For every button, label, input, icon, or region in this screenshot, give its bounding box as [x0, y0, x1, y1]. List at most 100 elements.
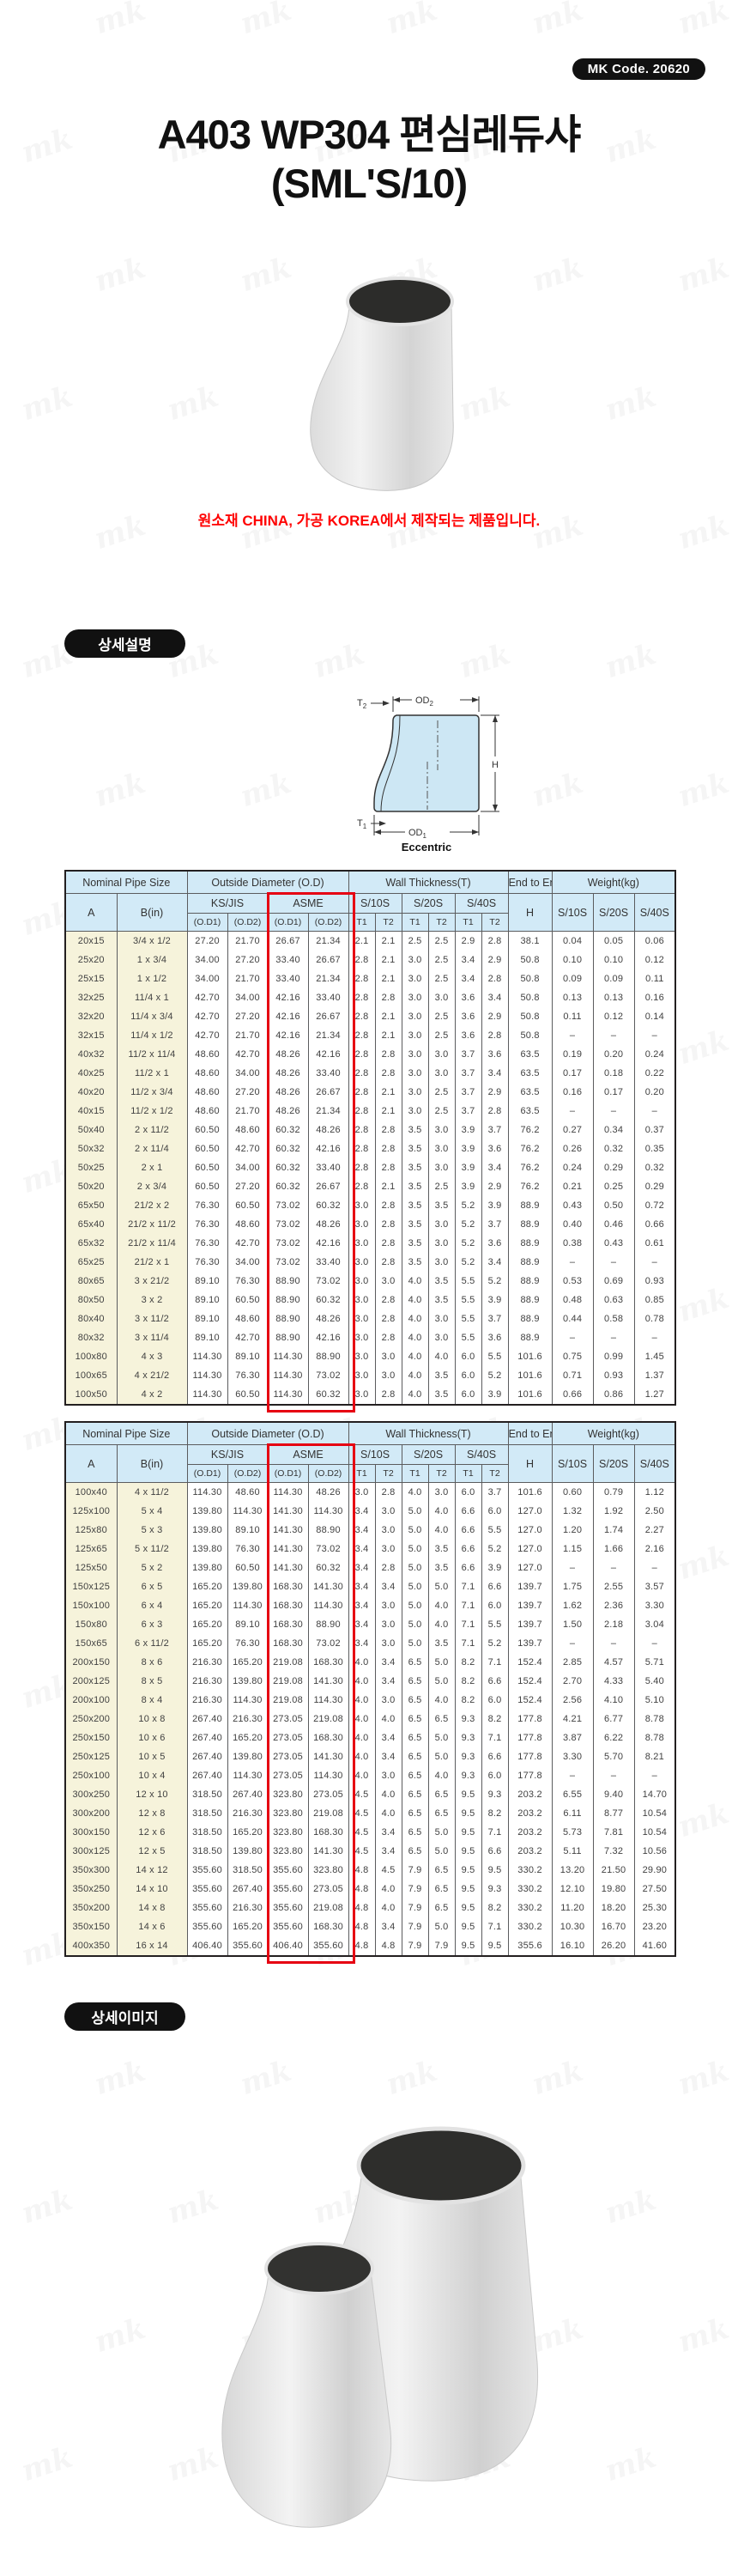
cell-value: 34.00 — [227, 1064, 269, 1083]
cell-value: – — [633, 1634, 676, 1653]
cell-value: 3.9 — [481, 1291, 509, 1309]
cell-size-b: 11/2 x 1 — [116, 1064, 188, 1083]
cell-value: 139.80 — [186, 1502, 228, 1521]
cell-value: 60.50 — [227, 1385, 269, 1405]
cell-value: 177.8 — [507, 1747, 553, 1766]
cell-value: 5.5 — [454, 1328, 482, 1347]
cell-value: 273.05 — [307, 1880, 349, 1899]
cell-value: 50.8 — [507, 988, 553, 1007]
cell-size-a: 300x125 — [64, 1842, 118, 1861]
cell-value: 9.5 — [454, 1917, 482, 1936]
cell-value: 6.5 — [427, 1804, 456, 1823]
cell-value: 318.50 — [186, 1823, 228, 1842]
hdr-ksjis: KS/JIS — [186, 893, 269, 914]
cell-value: 3.9 — [454, 1177, 482, 1196]
cell-value: 2.1 — [374, 1177, 402, 1196]
cell-value: 3.0 — [427, 1234, 456, 1253]
hdr-t1: T1 — [348, 913, 376, 932]
cell-value: 3.5 — [427, 1558, 456, 1577]
cell-value: 216.30 — [186, 1653, 228, 1672]
cell-value: 0.34 — [592, 1121, 635, 1139]
cell-value: 4.8 — [348, 1936, 376, 1956]
cell-value: 203.2 — [507, 1823, 553, 1842]
cell-value: 3.7 — [454, 1102, 482, 1121]
hdr-t2: T2 — [427, 913, 456, 932]
cell-value: 216.30 — [227, 1710, 269, 1728]
cell-value: 0.38 — [551, 1234, 594, 1253]
cell-value: 3.4 — [348, 1558, 376, 1577]
cell-size-a: 100x65 — [64, 1366, 118, 1385]
cell-value: 4.0 — [348, 1653, 376, 1672]
cell-value: 9.5 — [481, 1861, 509, 1880]
cell-value: 165.20 — [227, 1823, 269, 1842]
cell-value: 3.9 — [481, 1385, 509, 1405]
cell-value: 5.0 — [401, 1502, 429, 1521]
cell-value: 0.04 — [551, 931, 594, 951]
cell-value: 3.6 — [481, 1045, 509, 1064]
cell-value: 6.5 — [401, 1766, 429, 1785]
cell-value: 48.60 — [186, 1083, 228, 1102]
cell-size-b: 8 x 6 — [116, 1653, 188, 1672]
watermark-text: mk — [90, 250, 150, 300]
watermark-text: mk — [601, 2439, 661, 2489]
watermark-text: mk — [90, 2053, 150, 2103]
cell-value: 60.32 — [307, 1385, 349, 1405]
cell-value: 34.00 — [227, 1158, 269, 1177]
cell-value: 0.22 — [633, 1064, 676, 1083]
hdr-end-to-end: End to End — [507, 870, 553, 894]
cell-value: 7.9 — [427, 1936, 456, 1956]
cell-value: 273.05 — [267, 1710, 309, 1728]
cell-value: 168.30 — [307, 1653, 349, 1672]
cell-value: 48.60 — [227, 1215, 269, 1234]
cell-value: 60.32 — [267, 1177, 309, 1196]
cell-size-a: 50x20 — [64, 1177, 118, 1196]
cell-value: 139.7 — [507, 1634, 553, 1653]
cell-value: 50.8 — [507, 1026, 553, 1045]
cell-size-b: 1 x 3/4 — [116, 951, 188, 969]
cell-value: 3.4 — [374, 1823, 402, 1842]
hdr-b: B(in) — [116, 893, 188, 932]
cell-value: 4.0 — [401, 1347, 429, 1366]
cell-value: 323.80 — [267, 1842, 309, 1861]
cell-value: 1.92 — [592, 1502, 635, 1521]
cell-value: 76.30 — [186, 1215, 228, 1234]
table-row: 125x65 5 x 11/2 139.80 76.30 141.30 73.02 3.4 3… — [64, 1540, 676, 1558]
cell-value: – — [551, 1102, 594, 1121]
cell-value: 7.32 — [592, 1842, 635, 1861]
cell-size-a: 150x100 — [64, 1596, 118, 1615]
cell-value: 10.56 — [633, 1842, 676, 1861]
cell-value: 60.50 — [227, 1291, 269, 1309]
cell-value: 9.5 — [454, 1842, 482, 1861]
cell-value: 141.30 — [307, 1577, 349, 1596]
cell-value: 3.5 — [401, 1177, 429, 1196]
cell-value: 216.30 — [186, 1691, 228, 1710]
cell-size-b: 12 x 8 — [116, 1804, 188, 1823]
cell-value: 3.4 — [348, 1615, 376, 1634]
cell-value: 3.0 — [427, 1309, 456, 1328]
hdr-asme: ASME — [267, 1444, 349, 1465]
watermark-text: mk — [0, 1023, 4, 1072]
cell-size-a: 250x200 — [64, 1710, 118, 1728]
cell-value: 3.7 — [481, 1309, 509, 1328]
cell-value: 0.99 — [592, 1347, 635, 1366]
cell-value: 2.8 — [374, 1121, 402, 1139]
hdr-end-to-end: End to End — [507, 1421, 553, 1445]
cell-value: 177.8 — [507, 1728, 553, 1747]
cell-value: 3.4 — [481, 1158, 509, 1177]
cell-value: 89.10 — [186, 1309, 228, 1328]
cell-value: 0.29 — [592, 1158, 635, 1177]
cell-value: 2.27 — [633, 1521, 676, 1540]
cell-size-b: 10 x 8 — [116, 1710, 188, 1728]
cell-value: 60.50 — [186, 1139, 228, 1158]
cell-value: 42.16 — [267, 1026, 309, 1045]
cell-value: 3.0 — [374, 1634, 402, 1653]
cell-value: 6.55 — [551, 1785, 594, 1804]
cell-value: 88.9 — [507, 1309, 553, 1328]
watermark-text: mk — [90, 2311, 150, 2360]
hdr-od1: (O.D1) — [267, 1464, 309, 1483]
cell-value: 6.5 — [401, 1785, 429, 1804]
cell-size-a: 125x100 — [64, 1502, 118, 1521]
cell-value: 29.90 — [633, 1861, 676, 1880]
table-row: 150x65 6 x 11/2 165.20 76.30 168.30 73.02 3.4 3… — [64, 1634, 676, 1653]
cell-value: 0.53 — [551, 1272, 594, 1291]
